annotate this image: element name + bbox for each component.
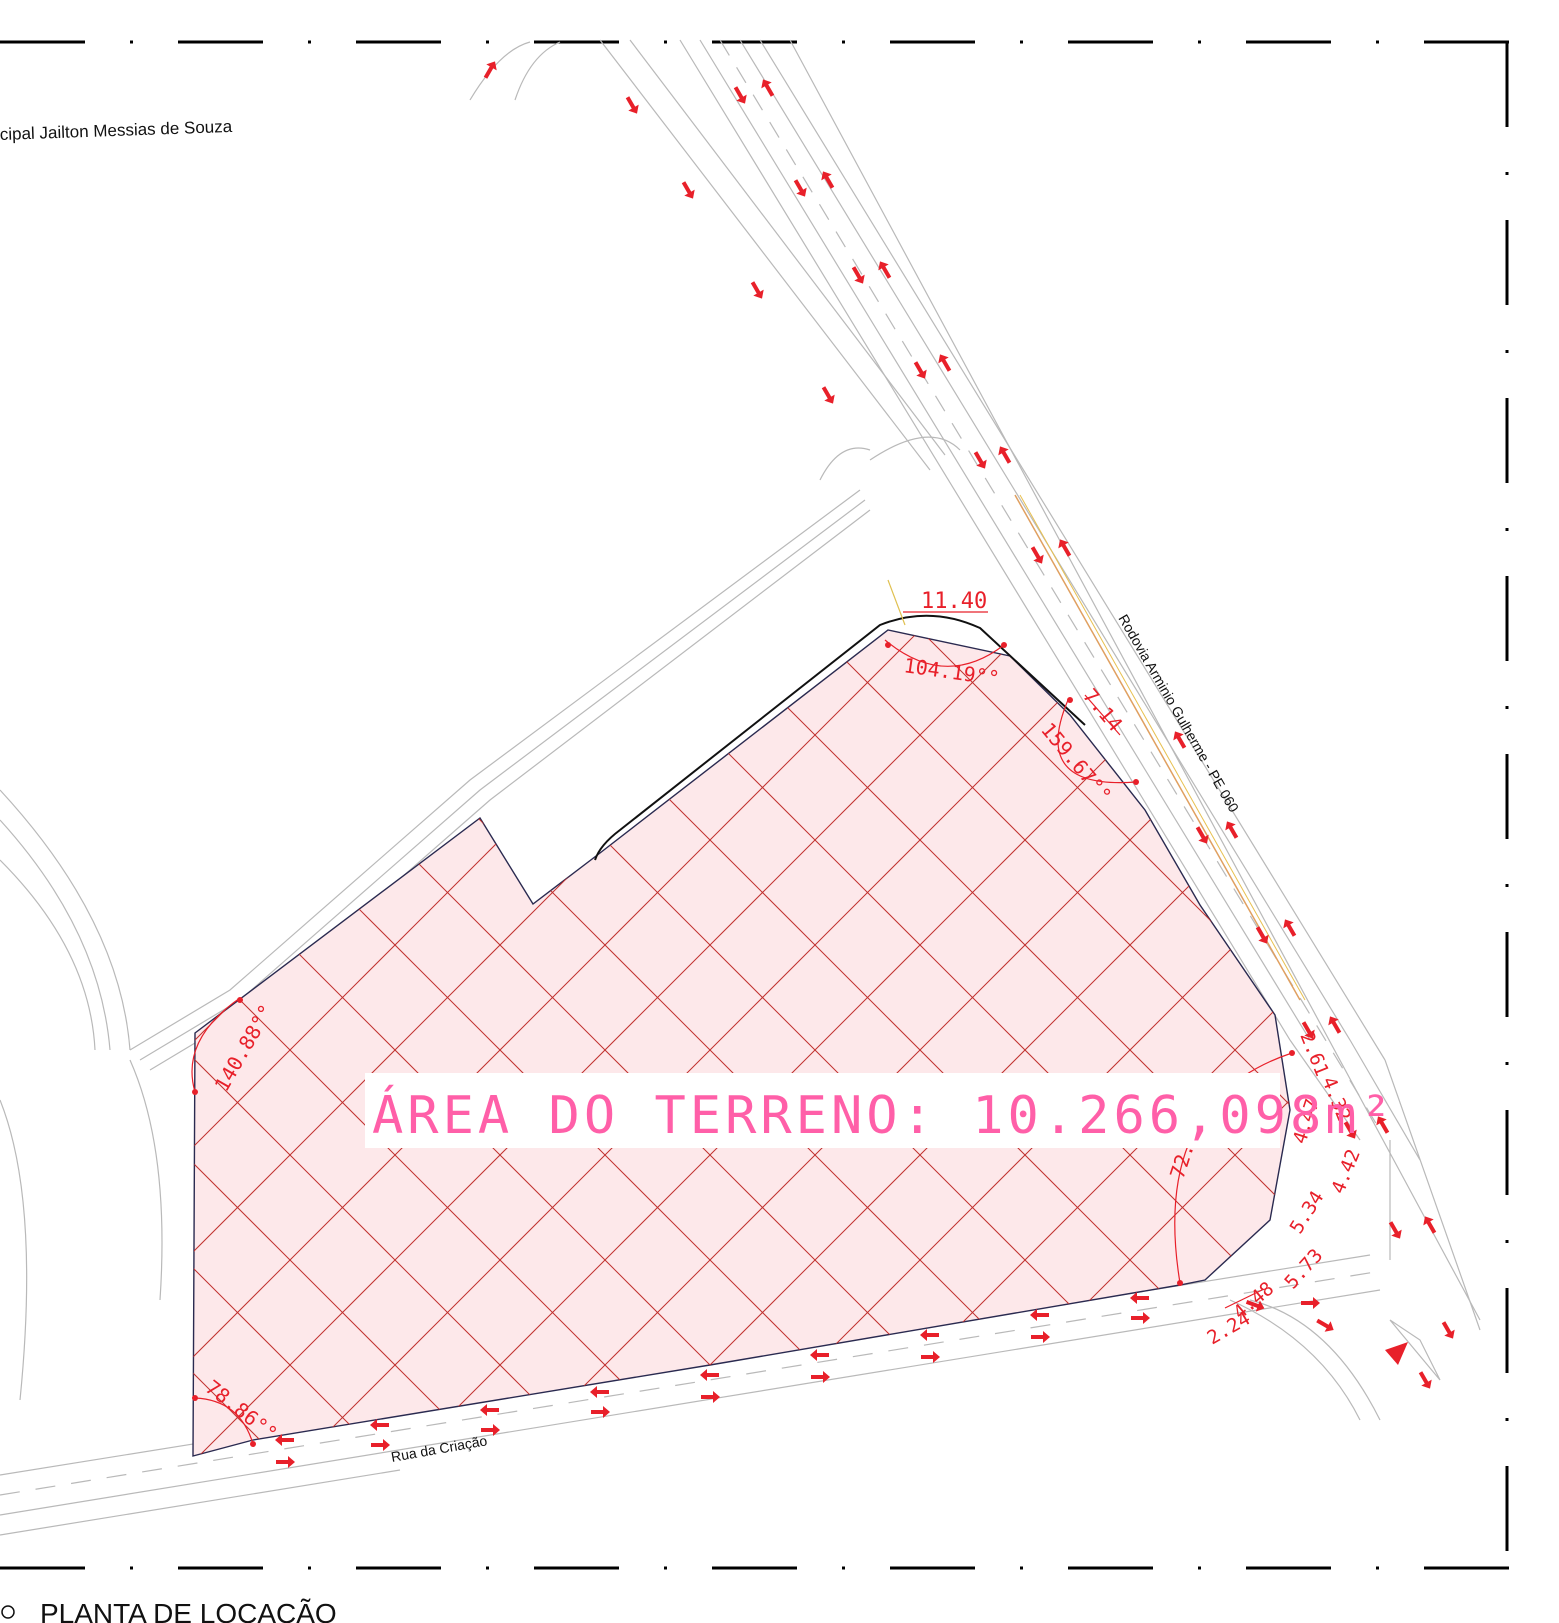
traffic-arrow	[483, 61, 497, 79]
traffic-arrow	[681, 181, 695, 199]
hatch-line	[1502, 0, 1559, 1623]
hatch-line	[193, 630, 969, 1456]
hatch-line	[193, 630, 1290, 1456]
traffic-arrows	[275, 61, 1455, 1468]
hatch-line	[1340, 0, 1559, 1623]
hatch-line	[193, 630, 864, 1456]
traffic-arrow	[1343, 1121, 1357, 1139]
traffic-arrow	[1441, 1321, 1455, 1339]
traffic-arrow	[370, 1419, 389, 1431]
traffic-arrow	[811, 1371, 830, 1383]
traffic-arrow	[1388, 1221, 1402, 1239]
traffic-arrow	[1195, 826, 1209, 844]
traffic-arrow	[1130, 1292, 1149, 1304]
traffic-triangle	[1385, 1342, 1408, 1365]
traffic-arrow	[1058, 539, 1072, 557]
traffic-arrow	[1031, 1331, 1050, 1343]
traffic-arrow	[591, 1406, 610, 1418]
traffic-arrow	[1283, 919, 1297, 937]
traffic-arrow	[700, 1369, 719, 1381]
lot-boundary	[192, 629, 1291, 1457]
hatch-line	[0, 0, 80, 1623]
dim-e4: 4.42	[1327, 1146, 1365, 1197]
traffic-arrow	[1131, 1312, 1150, 1324]
traffic-arrow	[938, 354, 952, 372]
traffic-arrow	[921, 1351, 940, 1363]
hatch-line	[1445, 0, 1559, 1623]
traffic-arrow	[1418, 1371, 1432, 1389]
school-label: cipal Jailton Messias de Souza	[0, 117, 233, 144]
hatch-line	[193, 630, 1290, 1456]
traffic-arrow	[973, 451, 987, 469]
traffic-arrow	[821, 171, 835, 189]
traffic-arrow	[701, 1391, 720, 1403]
traffic-arrow	[920, 1329, 939, 1341]
traffic-arrow	[480, 1404, 499, 1416]
traffic-arrow	[1316, 1318, 1334, 1332]
road-south-label: Rua da Criação	[390, 1432, 489, 1465]
traffic-arrow	[878, 261, 892, 279]
traffic-arrow	[1376, 1116, 1390, 1134]
hatch-line	[193, 630, 759, 1456]
dim-e5: 5.34	[1286, 1187, 1329, 1237]
hatch-line	[0, 0, 185, 1623]
dim-e6: 5.73	[1280, 1245, 1327, 1294]
traffic-arrow	[371, 1439, 390, 1451]
traffic-arrow	[481, 1424, 500, 1436]
hatch-line	[193, 630, 1290, 1456]
traffic-arrow	[1301, 1297, 1320, 1309]
traffic-arrow	[733, 86, 747, 104]
angle-arcs	[191, 579, 1293, 1445]
dim-e8: 2.24	[1204, 1307, 1255, 1349]
hatch-line	[1081, 630, 1290, 1456]
traffic-arrow	[1255, 926, 1269, 944]
traffic-arrow	[625, 96, 639, 114]
traffic-arrow	[821, 386, 835, 404]
traffic-arrow	[793, 179, 807, 197]
drawing-title: PLANTA DE LOCAÇÃO	[40, 1598, 337, 1623]
traffic-arrow	[1301, 1021, 1315, 1039]
vertex-markers	[192, 642, 1295, 1447]
traffic-arrow	[275, 1434, 294, 1446]
hatch-line	[1234, 630, 1290, 1456]
traffic-arrow	[276, 1456, 295, 1468]
traffic-arrow	[750, 281, 764, 299]
traffic-arrow	[1328, 1016, 1342, 1034]
traffic-arrow	[851, 266, 865, 284]
traffic-arrow	[913, 361, 927, 379]
drawing-frame	[0, 40, 1510, 1570]
traffic-arrow	[1423, 1216, 1437, 1234]
traffic-arrow	[761, 79, 775, 97]
hatch-line	[193, 630, 1290, 1456]
traffic-arrow	[998, 446, 1012, 464]
traffic-arrow	[1030, 546, 1044, 564]
area-label-bg	[365, 1073, 1280, 1148]
hatch-line	[193, 630, 654, 1456]
traffic-arrow	[1245, 1300, 1265, 1312]
hatch-line	[1186, 630, 1290, 1456]
area-label: ÁREA DO TERRENO: 10.266,098m²	[372, 1085, 1396, 1146]
traffic-arrow	[590, 1386, 609, 1398]
hatch-line	[1397, 0, 1559, 1623]
title-marker	[1, 1605, 15, 1619]
hatch-line	[289, 630, 1290, 1456]
traffic-arrow	[1173, 731, 1187, 749]
hatch-line	[193, 630, 549, 1456]
hatch-line	[241, 630, 1290, 1456]
traffic-arrow	[810, 1349, 829, 1361]
traffic-arrow	[1225, 821, 1239, 839]
kerb-line	[594, 614, 1086, 861]
hatch-line	[1550, 0, 1559, 1623]
dim-top: 11.40	[921, 589, 987, 614]
traffic-arrow	[1030, 1309, 1049, 1321]
